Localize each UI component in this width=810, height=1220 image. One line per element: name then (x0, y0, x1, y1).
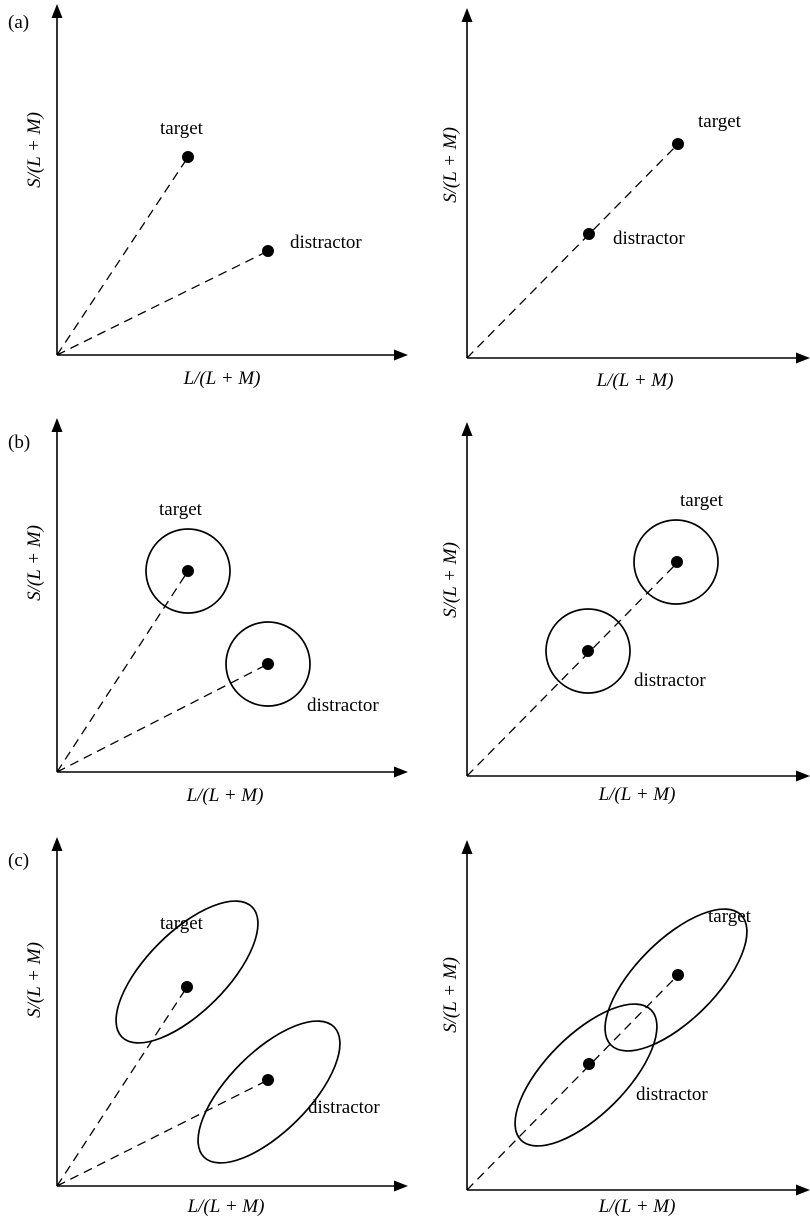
x-axis-label: L/(L + M) (598, 1196, 676, 1217)
distractor-point (583, 1058, 595, 1070)
y-axis-arrow (461, 8, 473, 22)
target-point (671, 556, 683, 568)
target-point (672, 138, 684, 150)
distractor-label: distractor (636, 1084, 708, 1105)
distractor-label: distractor (613, 228, 685, 249)
target-noise-ellipse (604, 908, 748, 1052)
target-point (182, 151, 194, 163)
x-axis-arrow (394, 349, 408, 361)
target-label: target (159, 499, 203, 520)
target-label: target (698, 111, 742, 132)
x-axis-arrow (394, 766, 408, 778)
shared-ray (466, 561, 679, 777)
x-axis-arrow (796, 1184, 810, 1196)
y-axis-arrow (461, 422, 473, 436)
distractor-point (583, 228, 595, 240)
shared-ray (466, 143, 679, 359)
target-label: target (160, 913, 204, 934)
distractor-label: distractor (307, 695, 379, 716)
distractor-noise-circle (545, 608, 631, 694)
x-axis-label: L/(L + M) (186, 785, 264, 806)
distractor-point (262, 1074, 274, 1086)
row-a-tag: (a) (8, 12, 29, 33)
distractor-noise-ellipse (197, 1020, 341, 1164)
panel-b-left: target distractor L/(L + M) S/(L + M) (24, 418, 408, 806)
shared-ray (466, 974, 679, 1191)
x-axis-label: L/(L + M) (183, 368, 261, 389)
distractor-label: distractor (290, 232, 362, 253)
panel-c-left: target distractor L/(L + M) S/(L + M) (24, 837, 408, 1217)
distractor-label: distractor (308, 1097, 380, 1118)
target-noise-ellipse (115, 900, 259, 1044)
y-axis-label: S/(L + M) (24, 525, 45, 601)
panel-a-left: target distractor L/(L + M) S/(L + M) (24, 4, 408, 389)
x-axis-label: L/(L + M) (598, 784, 676, 805)
distractor-point (262, 245, 274, 257)
panel-b-right: target distractor L/(L + M) S/(L + M) (440, 422, 810, 805)
panel-a-right: target distractor L/(L + M) S/(L + M) (440, 8, 810, 391)
y-axis-arrow (51, 4, 63, 18)
target-point (182, 565, 194, 577)
distractor-noise-circle (225, 621, 311, 707)
target-ray (56, 986, 188, 1187)
y-axis-label: S/(L + M) (440, 127, 461, 203)
row-c-tag: (c) (8, 850, 29, 871)
distractor-label: distractor (634, 670, 706, 691)
distractor-ray (56, 250, 269, 356)
distractor-point (262, 658, 274, 670)
y-axis-arrow (51, 418, 63, 432)
distractor-ray (56, 663, 269, 773)
y-axis-label: S/(L + M) (440, 957, 461, 1033)
x-axis-label: L/(L + M) (187, 1196, 265, 1217)
target-ray (56, 156, 189, 356)
y-axis-label: S/(L + M) (24, 112, 45, 188)
target-noise-circle (633, 519, 719, 605)
panel-c-right: target distractor L/(L + M) S/(L + M) (440, 840, 810, 1217)
x-axis-label: L/(L + M) (596, 370, 674, 391)
distractor-noise-ellipse (514, 1003, 658, 1147)
target-label: target (160, 118, 204, 139)
row-b-tag: (b) (8, 432, 30, 453)
x-axis-arrow (796, 770, 810, 782)
x-axis-arrow (796, 352, 810, 364)
target-ray (56, 570, 189, 773)
y-axis-label: S/(L + M) (440, 542, 461, 618)
distractor-ray (56, 1079, 269, 1187)
y-axis-arrow (461, 840, 473, 854)
target-point (672, 969, 684, 981)
x-axis-arrow (394, 1180, 408, 1192)
y-axis-label: S/(L + M) (24, 942, 45, 1018)
target-label: target (680, 490, 724, 511)
target-point (181, 981, 193, 993)
target-noise-circle (145, 528, 231, 614)
distractor-point (582, 645, 594, 657)
y-axis-arrow (51, 837, 63, 851)
target-label: target (708, 906, 752, 927)
